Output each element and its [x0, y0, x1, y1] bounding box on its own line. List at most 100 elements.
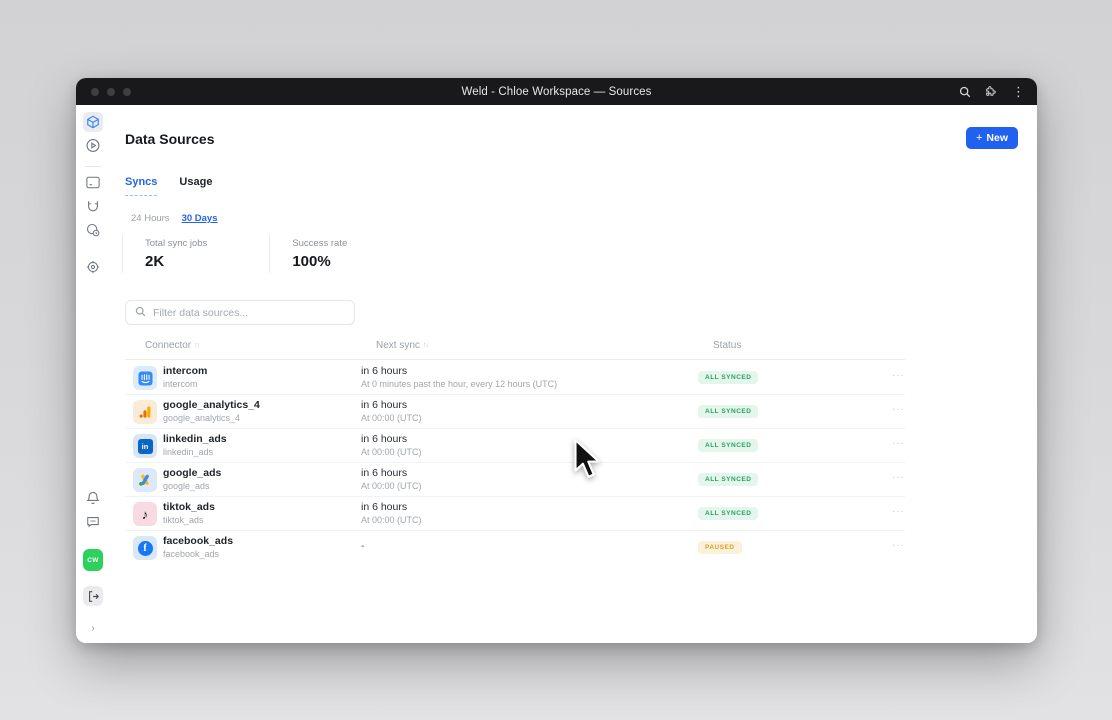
next-sync-time: in 6 hours — [361, 399, 408, 411]
column-header-next-sync[interactable]: Next sync ↑↓ — [376, 340, 429, 351]
linkedin-in-glyph: in — [137, 438, 153, 454]
connector-subname: google_ads — [163, 481, 210, 491]
expand-chevron-icon[interactable]: › — [91, 623, 95, 634]
next-sync-detail: At 00:00 (UTC) — [361, 413, 422, 423]
app-window: Weld - Chloe Workspace — Sources ⋮ — [76, 78, 1037, 643]
next-sync-time: in 6 hours — [361, 501, 408, 513]
zoom-window-button[interactable] — [123, 87, 131, 96]
connector-subname: google_analytics_4 — [163, 413, 241, 423]
sidebar-item-editor[interactable] — [86, 176, 100, 189]
tab-syncs[interactable]: Syncs — [125, 176, 158, 196]
connector-name: google_ads — [163, 467, 222, 479]
settings-gear-icon — [86, 260, 100, 274]
minimize-window-button[interactable] — [107, 87, 115, 96]
connector-subname: linkedin_ads — [163, 447, 214, 457]
window-controls — [91, 87, 131, 96]
row-menu-ellipsis[interactable]: ··· — [892, 404, 905, 415]
intercom-icon — [133, 366, 157, 390]
extensions-puzzle-icon[interactable] — [985, 85, 998, 98]
new-source-button[interactable]: + New — [966, 127, 1018, 149]
stat-total-sync-jobs: Total sync jobs 2K — [122, 235, 269, 273]
page-title: Data Sources — [125, 131, 215, 147]
column-label: Next sync — [376, 340, 420, 351]
content-area: CW › Data Sources + New Syncs Usage 24 H… — [76, 105, 1037, 643]
avatar-initials: CW — [83, 549, 103, 571]
row-menu-ellipsis[interactable]: ··· — [892, 438, 905, 449]
stat-success-rate: Success rate 100% — [269, 235, 375, 273]
tiktok-note-glyph: ♪ — [141, 506, 149, 522]
plus-icon: + — [975, 132, 983, 144]
table-header: Connector ↑↓ Next sync ↑↓ Status — [125, 338, 905, 360]
next-sync-time: - — [361, 540, 365, 552]
filter-data-sources-input[interactable] — [153, 306, 345, 319]
stats-row: Total sync jobs 2K Success rate 100% — [122, 235, 375, 273]
sidebar-item-settings[interactable] — [86, 260, 100, 274]
stat-label: Success rate — [292, 238, 348, 249]
sidebar-item-sources[interactable] — [83, 112, 103, 132]
search-icon — [135, 304, 146, 322]
column-header-connector[interactable]: Connector ↑↓ — [145, 340, 200, 351]
facebook-f-glyph: f — [137, 540, 153, 556]
status-badge: ALL SYNCED — [698, 439, 759, 452]
facebook-icon: f — [133, 536, 157, 560]
titlebar: Weld - Chloe Workspace — Sources ⋮ — [76, 78, 1037, 105]
tab-bar: Syncs Usage — [125, 176, 212, 196]
table-row-facebook-ads[interactable]: f facebook_ads facebook_ads - PAUSED ··· — [125, 531, 905, 565]
linkedin-icon: in — [133, 434, 157, 458]
sidebar-item-sign-out[interactable] — [83, 586, 103, 606]
connector-subname: facebook_ads — [163, 549, 220, 559]
connector-name: google_analytics_4 — [163, 399, 260, 411]
window-title: Weld - Chloe Workspace — Sources — [461, 85, 652, 98]
next-sync-time: in 6 hours — [361, 433, 408, 445]
kebab-menu-icon[interactable]: ⋮ — [1012, 84, 1025, 99]
stat-value: 2K — [145, 253, 165, 270]
row-menu-ellipsis[interactable]: ··· — [892, 506, 905, 517]
status-badge: ALL SYNCED — [698, 405, 759, 418]
next-sync-detail: At 00:00 (UTC) — [361, 515, 422, 525]
notifications-bell-icon — [86, 491, 100, 505]
status-badge: ALL SYNCED — [698, 473, 759, 486]
sidebar-item-magnet[interactable] — [86, 199, 100, 213]
column-header-status: Status — [713, 340, 741, 351]
range-toggle: 24 Hours 30 Days — [131, 213, 217, 224]
stat-label: Total sync jobs — [145, 238, 208, 249]
tab-usage[interactable]: Usage — [179, 176, 213, 188]
schedule-globe-icon — [86, 223, 100, 237]
range-30-days[interactable]: 30 Days — [181, 213, 218, 224]
table-row-google-ads[interactable]: google_ads google_ads in 6 hours At 00:0… — [125, 463, 905, 497]
main-panel: Data Sources + New Syncs Usage 24 Hours … — [110, 105, 1037, 643]
row-menu-ellipsis[interactable]: ··· — [892, 540, 905, 551]
status-badge: PAUSED — [698, 541, 742, 554]
sidebar-item-schedule[interactable] — [86, 223, 100, 237]
sort-arrows-icon: ↑↓ — [422, 342, 429, 349]
workspace-avatar[interactable]: CW — [83, 549, 103, 571]
close-window-button[interactable] — [91, 87, 99, 96]
editor-frame-icon — [86, 176, 100, 189]
connector-subname: intercom — [163, 379, 198, 389]
next-sync-detail: At 00:00 (UTC) — [361, 481, 422, 491]
table-row-google-analytics-4[interactable]: google_analytics_4 google_analytics_4 in… — [125, 395, 905, 429]
table-row-intercom[interactable]: intercom intercom in 6 hours At 0 minute… — [125, 361, 905, 395]
sidebar: CW › — [76, 105, 110, 643]
connector-subname: tiktok_ads — [163, 515, 204, 525]
sidebar-item-chat[interactable] — [86, 515, 100, 528]
next-sync-detail: At 0 minutes past the hour, every 12 hou… — [361, 379, 558, 389]
sort-arrows-icon: ↑↓ — [194, 342, 200, 349]
filter-field — [125, 300, 355, 325]
sidebar-item-notifications[interactable] — [86, 491, 100, 505]
sign-out-icon — [87, 590, 100, 603]
next-sync-time: in 6 hours — [361, 467, 408, 479]
connector-name: tiktok_ads — [163, 501, 215, 513]
row-menu-ellipsis[interactable]: ··· — [892, 370, 905, 381]
sidebar-item-runs[interactable] — [86, 138, 101, 153]
range-24-hours[interactable]: 24 Hours — [131, 213, 170, 224]
tiktok-icon: ♪ — [133, 502, 157, 526]
table-row-tiktok-ads[interactable]: ♪ tiktok_ads tiktok_ads in 6 hours At 00… — [125, 497, 905, 531]
google-analytics-icon — [133, 400, 157, 424]
table-row-linkedin-ads[interactable]: in linkedin_ads linkedin_ads in 6 hours … — [125, 429, 905, 463]
new-button-label: New — [986, 132, 1009, 144]
search-icon[interactable] — [959, 86, 971, 98]
stat-value: 100% — [292, 253, 331, 270]
row-menu-ellipsis[interactable]: ··· — [892, 472, 905, 483]
next-sync-time: in 6 hours — [361, 365, 408, 377]
